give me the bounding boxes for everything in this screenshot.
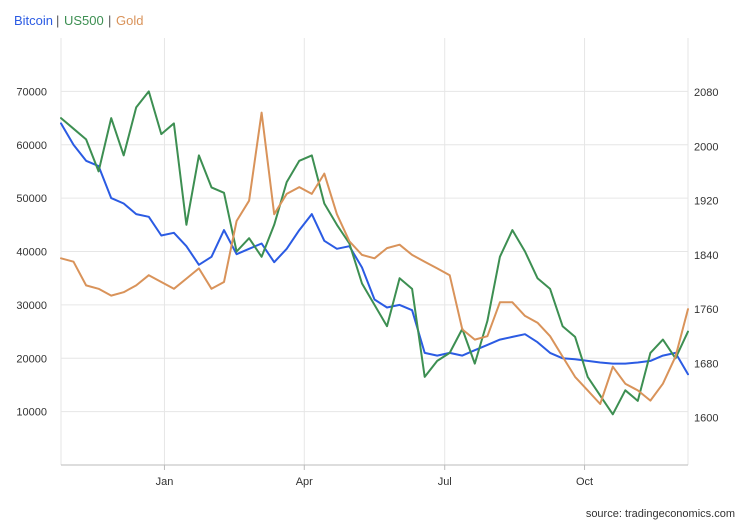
right-axis-tick-label: 1840	[694, 250, 718, 262]
right-axis-tick-label: 1760	[694, 304, 718, 316]
legend-item-us500: US500	[64, 13, 104, 28]
legend-separator: |	[56, 13, 59, 28]
left-axis-tick-label: 50000	[16, 193, 47, 205]
left-axis-tick-label: 20000	[16, 353, 47, 365]
right-axis-tick-label: 2080	[694, 87, 718, 99]
right-axis-tick-label: 2000	[694, 141, 718, 153]
source-label: source: tradingeconomics.com	[586, 508, 735, 520]
legend: Bitcoin | US500 | Gold	[14, 13, 143, 28]
right-axis-tick-label: 1680	[694, 358, 718, 370]
right-axis-tick-label: 1600	[694, 413, 718, 425]
series-line-gold	[60, 111, 689, 405]
series-line-us500	[60, 90, 689, 416]
legend-item-gold: Gold	[116, 13, 143, 28]
left-axis-tick-label: 10000	[16, 407, 47, 419]
left-axis-tick-label: 60000	[16, 140, 47, 152]
series	[60, 90, 689, 416]
axes: 10000 20000 30000 40000 50000 60000 70000 1600 1…	[16, 86, 718, 488]
x-axis-tick-label: Jul	[438, 476, 452, 488]
x-axis-tick-label: Oct	[576, 476, 593, 488]
left-axis-tick-label: 70000	[16, 86, 47, 98]
left-axis-tick-label: 40000	[16, 247, 47, 259]
x-axis-tick-label: Jan	[156, 476, 174, 488]
legend-separator: |	[108, 13, 111, 28]
legend-item-bitcoin: Bitcoin	[14, 13, 53, 28]
grid	[60, 38, 689, 465]
left-axis-tick-label: 30000	[16, 300, 47, 312]
right-axis-tick-label: 1920	[694, 196, 718, 208]
series-line-bitcoin	[60, 122, 689, 376]
x-axis-tick-label: Apr	[296, 476, 313, 488]
